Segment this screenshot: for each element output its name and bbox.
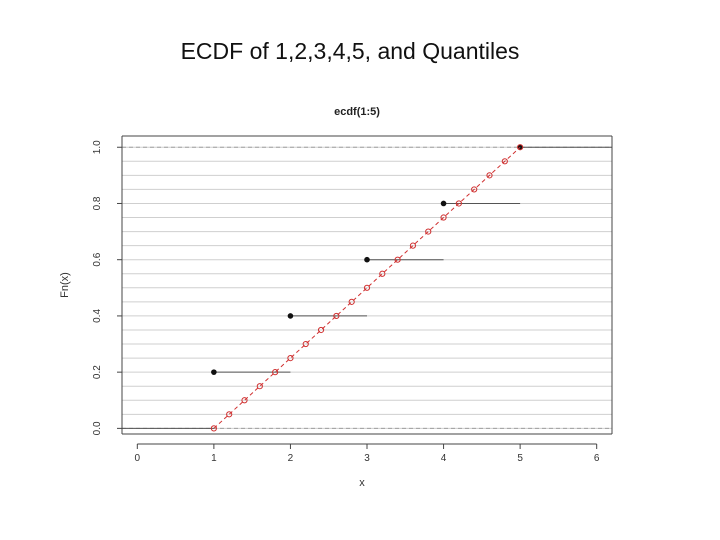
- quantile-point: [333, 312, 340, 320]
- x-tick-label: 1: [211, 453, 217, 464]
- y-tick-label: 0.2: [92, 365, 103, 379]
- quantile-point: [317, 326, 325, 334]
- y-tick-label: 1.0: [92, 140, 103, 154]
- quantile-point: [471, 186, 478, 193]
- x-tick-label: 2: [288, 453, 294, 464]
- quantile-point: [287, 354, 294, 362]
- grid-lines: [122, 146, 612, 429]
- step-point: [364, 256, 370, 263]
- quantile-point: [455, 200, 462, 207]
- x-tick-label: 5: [517, 453, 523, 464]
- slide-title: ECDF of 1,2,3,4,5, and Quantiles: [180, 38, 520, 64]
- step-point: [287, 313, 294, 319]
- quantile-point: [379, 270, 386, 277]
- axes: 0 1 2 3 4 5 6 0.0 0.2 0.4 0.6 0.8 1.0: [92, 135, 613, 464]
- quantile-point: [425, 228, 432, 235]
- y-axis-label: Fn(x): [59, 272, 71, 298]
- step-point: [440, 200, 447, 207]
- chart-title: ecdf(1:5): [334, 106, 380, 118]
- quantile-point: [363, 284, 371, 291]
- y-tick-label: 0.8: [92, 196, 103, 210]
- quantile-point: [501, 158, 508, 165]
- step-point: [211, 369, 217, 375]
- quantile-series: [210, 144, 524, 432]
- y-tick-label: 0.4: [92, 309, 103, 323]
- quantile-point: [210, 425, 217, 432]
- quantile-point: [486, 172, 493, 179]
- quantile-line: [213, 146, 521, 429]
- quantile-point: [241, 397, 248, 404]
- quantile-point: [409, 242, 417, 249]
- y-tick-label: 0.6: [92, 252, 103, 266]
- quantile-point: [394, 256, 401, 263]
- quantile-point: [302, 340, 309, 348]
- x-tick-label: 0: [135, 453, 141, 464]
- y-tick-label: 0.0: [92, 421, 103, 435]
- x-tick-label: 4: [441, 453, 447, 464]
- quantile-point: [226, 411, 233, 418]
- x-tick-label: 6: [594, 453, 600, 464]
- quantile-point: [256, 383, 263, 390]
- x-axis-label: x: [359, 477, 365, 489]
- quantile-point: [440, 214, 447, 221]
- x-tick-label: 3: [364, 453, 370, 464]
- quantile-point: [348, 298, 355, 305]
- quantile-point: [272, 369, 279, 376]
- quantile-point: [517, 144, 524, 151]
